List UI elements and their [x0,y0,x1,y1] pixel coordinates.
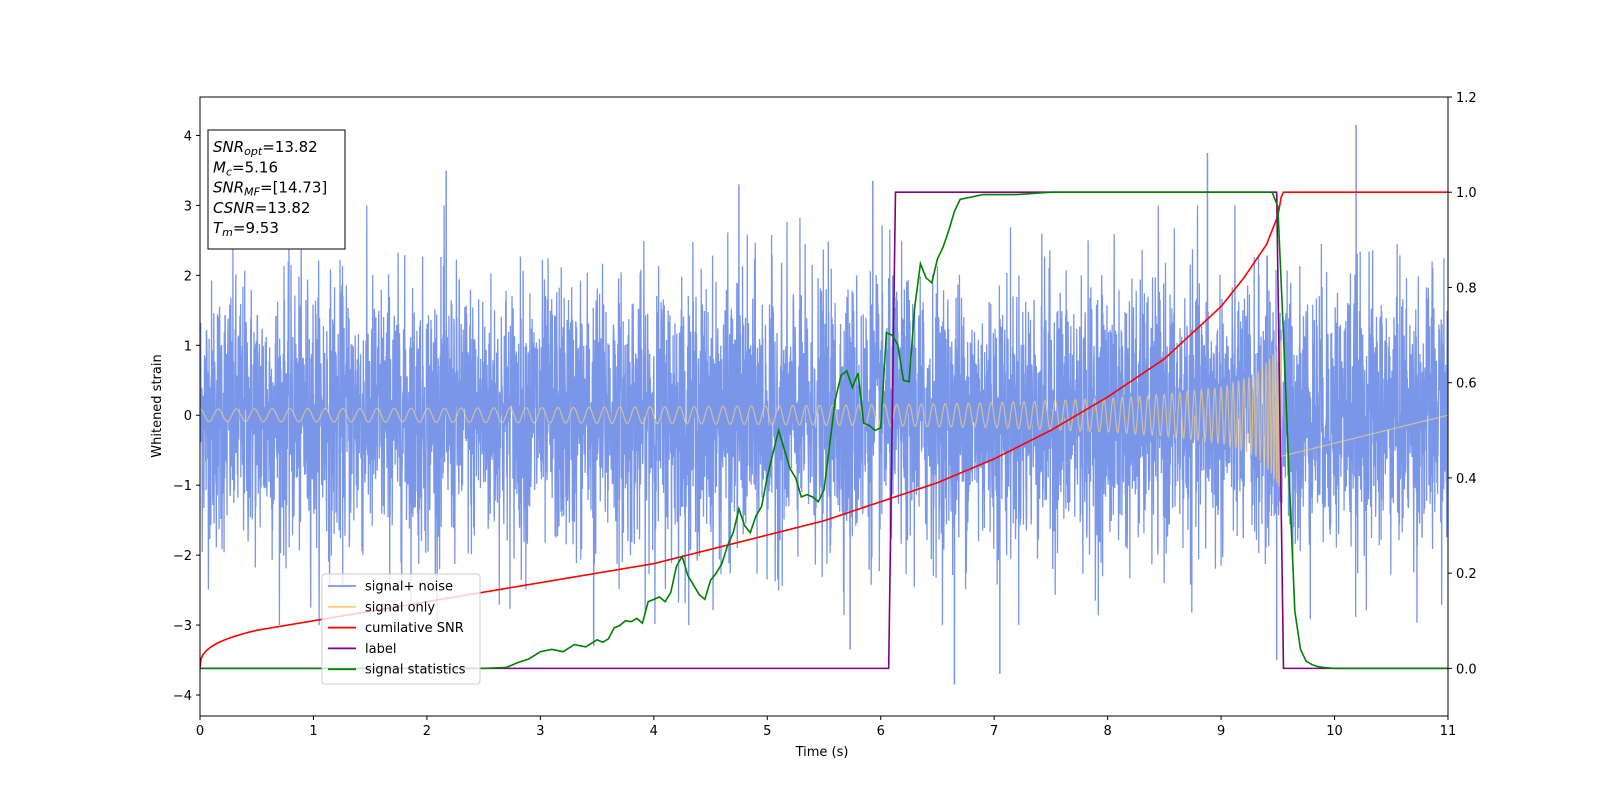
y2-tick-label: 0.4 [1456,472,1477,487]
y2-axis-ticks: 0.0 0.2 0.4 0.6 0.8 1.0 1.2 [1448,91,1477,677]
y-axis-label: Whitened strain [150,354,165,457]
info-line: CSNR=13.82 [213,199,310,217]
y-tick-label: −4 [173,689,192,704]
x-tick-label: 2 [423,724,431,739]
x-tick-label: 11 [1440,724,1457,739]
y2-tick-label: 1.0 [1456,186,1477,201]
y-tick-label: −3 [173,619,192,634]
info-line: SNRMF=[14.73] [213,179,327,199]
legend-label: signal statistics [365,663,466,678]
plot-area [200,124,1448,685]
y2-tick-label: 0.6 [1456,377,1477,392]
x-tick-label: 10 [1326,724,1343,739]
info-line: Tm=9.53 [213,219,279,239]
legend-label: signal+ noise [365,580,453,595]
y2-tick-label: 1.2 [1456,91,1477,106]
signal-statistics-line [200,191,1448,670]
x-tick-label: 0 [196,724,204,739]
signal-only-line [200,340,1448,487]
y-tick-label: 1 [184,339,192,354]
info-line: SNRopt=13.82 [213,138,318,158]
y-axis-ticks: −4 −3 −2 −1 0 1 2 3 4 [173,129,200,704]
x-tick-label: 5 [763,724,771,739]
y2-tick-label: 0.2 [1456,567,1477,582]
plot-frame [199,96,1449,717]
x-tick-label: 4 [650,724,658,739]
signal-noise-series [200,124,1448,685]
y-tick-label: 3 [184,199,192,214]
x-tick-label: 3 [536,724,544,739]
y2-tick-label: 0.0 [1456,662,1477,677]
x-axis-ticks: 0 1 2 3 4 5 6 7 8 9 10 11 [196,716,1456,739]
legend-label: label [365,642,396,657]
info-box-frame [207,129,346,250]
legend-label: cumilative SNR [365,621,464,636]
y-tick-label: 2 [184,269,192,284]
y-tick-label: −1 [173,479,192,494]
signal-only-series [200,340,1448,487]
x-tick-label: 7 [990,724,998,739]
x-tick-label: 9 [1217,724,1225,739]
info-line: Mc=5.16 [213,158,278,178]
y-tick-label: 4 [184,129,192,144]
x-axis-label: Time (s) [795,745,849,760]
legend-label: signal only [365,600,435,615]
info-box: SNRopt=13.82Mc=5.16SNRMF=[14.73]CSNR=13.… [207,129,346,250]
x-tick-label: 6 [877,724,885,739]
y2-tick-label: 0.8 [1456,281,1477,296]
x-tick-label: 8 [1103,724,1111,739]
y-tick-label: −2 [173,549,192,564]
x-tick-label: 1 [309,724,317,739]
legend-frame [321,573,481,685]
legend: signal+ noise signal only cumilative SNR la… [321,573,481,685]
y-tick-label: 0 [184,409,192,424]
